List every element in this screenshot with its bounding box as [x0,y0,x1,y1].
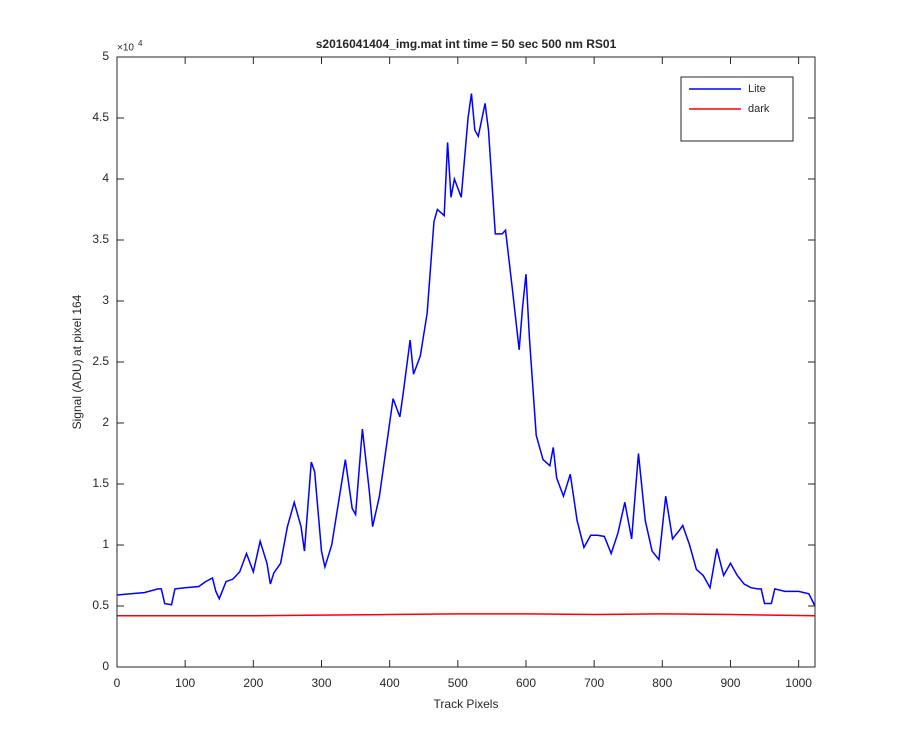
y-tick-label: 2 [102,415,109,429]
x-tick-label: 100 [175,676,195,690]
y-tick-label: 4.5 [92,110,109,124]
y-tick-label: 3 [102,293,109,307]
x-tick-label: 200 [243,676,263,690]
x-tick-label: 500 [448,676,468,690]
x-tick-label: 800 [652,676,672,690]
x-tick-label: 400 [380,676,400,690]
y-tick-label: 3.5 [92,232,109,246]
y-tick-label: 5 [102,49,109,63]
y-tick-label: 0.5 [92,598,109,612]
axes-box [116,56,816,668]
x-tick-label: 600 [516,676,536,690]
legend-label: Lite [748,83,766,95]
x-tick-label: 300 [311,676,331,690]
y-tick-label: 1 [102,537,109,551]
x-tick-label: 700 [584,676,604,690]
y-tick-label: 4 [102,171,109,185]
data-line [116,93,816,607]
y-tick-label: 2.5 [92,354,109,368]
x-tick-label: 0 [114,676,121,690]
x-tick-label: 900 [720,676,740,690]
y-multiplier-exponent: 4 [138,39,143,48]
y-axis-label: Signal (ADU) at pixel 164 [70,294,84,429]
chart-title: s2016041404_img.mat int time = 50 sec 50… [316,37,617,51]
y-tick-label: 1.5 [92,476,109,490]
x-axis-label: Track Pixels [434,697,499,711]
y-tick-label: 0 [102,659,109,673]
legend-label: dark [748,103,770,115]
y-multiplier: ×10 [117,43,134,54]
x-tick-label: 1000 [785,676,812,690]
data-line [117,613,816,617]
